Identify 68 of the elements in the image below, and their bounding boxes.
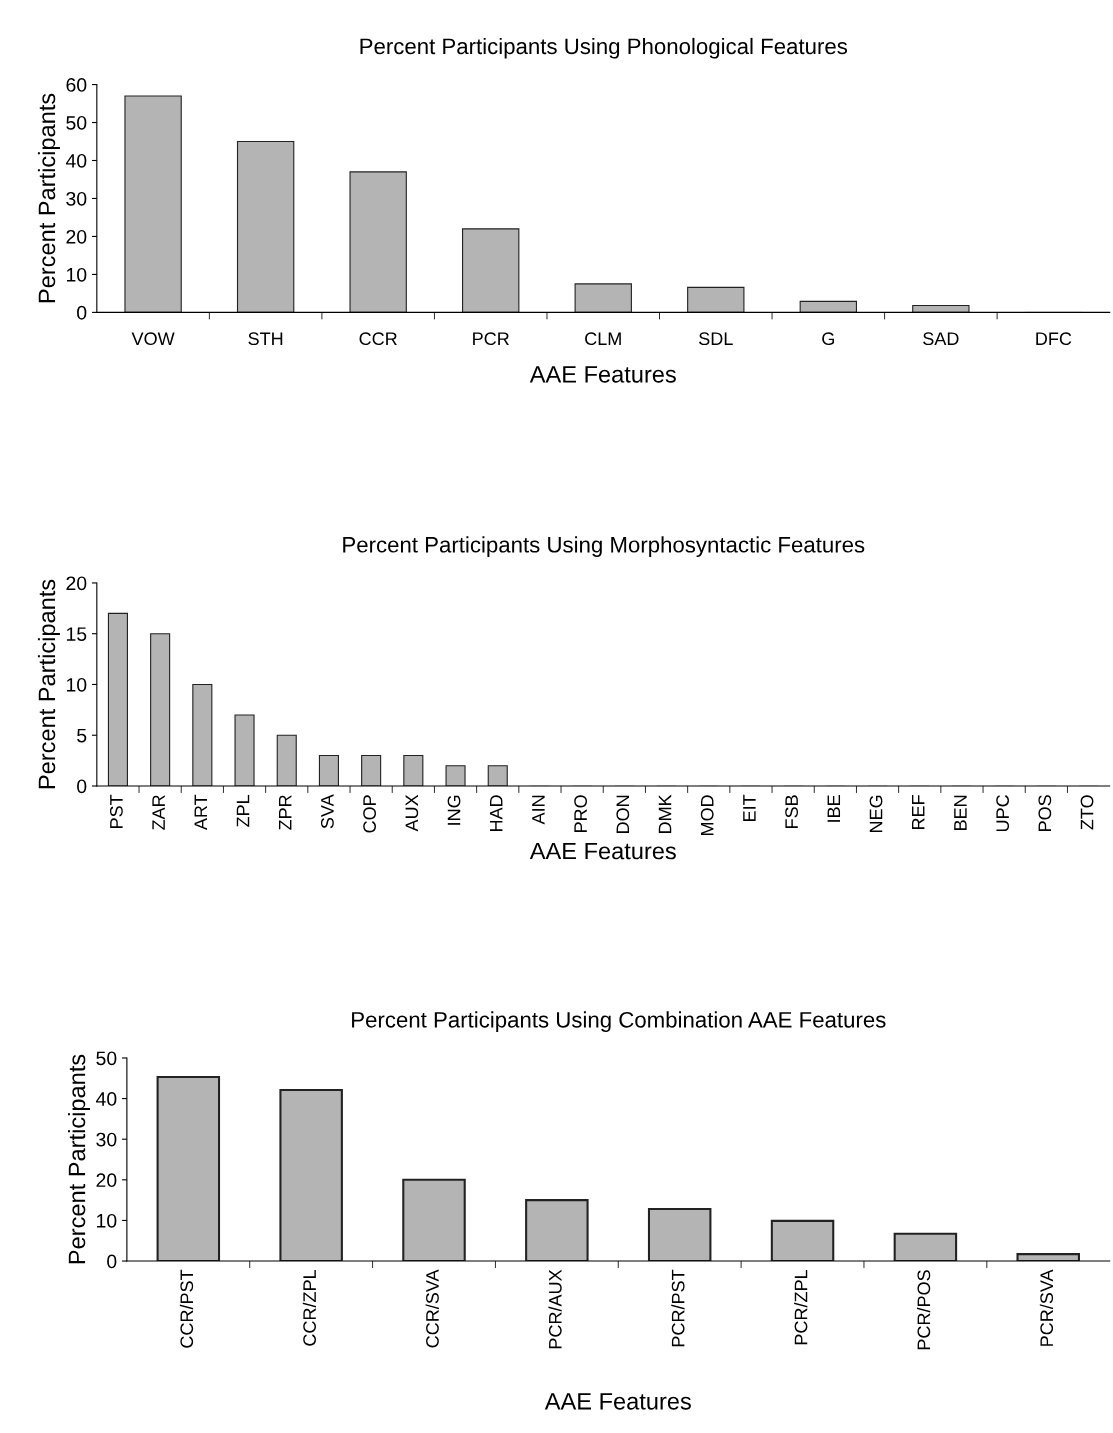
y-tick-label: 40 <box>95 1092 117 1106</box>
x-axis-title: AAE Features <box>544 1393 691 1410</box>
y-tick-label: 0 <box>107 1254 117 1269</box>
x-tick-label: ART <box>194 794 207 831</box>
x-axis-title: AAE Features <box>529 366 676 383</box>
x-tick-label: NEG <box>869 795 883 832</box>
x-tick-label: MOD <box>700 795 714 835</box>
x-tick-label: ZAR <box>152 795 165 830</box>
x-tick-label: PCR/PST <box>671 1269 685 1347</box>
x-tick-label: HAD <box>489 795 503 831</box>
x-tick-label: DMK <box>658 794 672 833</box>
x-tick-label: PCR/SVA <box>1039 1269 1054 1346</box>
x-tick-label: STH <box>248 332 283 346</box>
y-tick-label: 50 <box>66 115 87 130</box>
x-tick-label: DFC <box>1036 332 1072 346</box>
y-tick-label: 40 <box>65 153 87 168</box>
y-tick-label: 5 <box>77 728 87 743</box>
x-tick-label: IBE <box>827 795 841 822</box>
x-tick-label: UPC <box>996 795 1009 832</box>
x-tick-label: PCR/ZPL <box>794 1269 808 1345</box>
y-tick-label: 10 <box>97 1213 117 1228</box>
y-tick-label: 50 <box>96 1051 117 1066</box>
x-tick-label: AUX <box>405 794 419 832</box>
chart-title: Percent Participants Using Phonological Features <box>360 37 848 59</box>
x-tick-label: POS <box>1038 795 1052 831</box>
x-tick-label: EIT <box>743 794 756 821</box>
y-tick-label: 10 <box>66 267 87 282</box>
x-tick-label: SAD <box>923 332 959 346</box>
x-tick-label: CCR/ZPL <box>302 1269 316 1346</box>
chart-title: Percent Participants Using Combination AAE Features <box>352 1011 886 1033</box>
y-axis-title: Percent Participants <box>37 93 60 303</box>
x-tick-label: CLM <box>585 332 621 346</box>
x-tick-label: PST <box>109 794 123 828</box>
x-tick-label: DON <box>616 795 630 833</box>
chart-title: Percent Participants Using Morphosyntactic Features <box>343 536 865 557</box>
y-tick-label: 0 <box>77 779 87 794</box>
x-tick-label: PCR/AUX <box>548 1269 562 1349</box>
x-tick-label: PCR <box>473 332 509 346</box>
y-tick-label: 20 <box>66 229 87 244</box>
x-tick-label: VOW <box>131 332 175 346</box>
x-tick-label: CCR/PST <box>179 1269 194 1348</box>
x-tick-label: SDL <box>699 332 733 346</box>
x-tick-label: PRO <box>574 795 587 832</box>
x-tick-label: ING <box>447 795 461 825</box>
x-tick-label: REF <box>912 795 925 829</box>
y-tick-label: 20 <box>96 1173 117 1188</box>
x-tick-label: BEN <box>954 795 967 830</box>
x-axis-title: AAE Features <box>529 842 676 860</box>
x-tick-label: SVA <box>321 794 334 829</box>
x-tick-label: COP <box>363 795 376 833</box>
y-tick-label: 15 <box>66 627 87 641</box>
x-tick-label: ZTO <box>1080 795 1094 830</box>
x-tick-label: AIN <box>532 795 545 825</box>
x-tick-label: CCR <box>359 332 397 346</box>
y-tick-label: 0 <box>77 305 87 320</box>
y-tick-label: 30 <box>96 1132 117 1147</box>
x-tick-label: G <box>822 332 834 346</box>
x-tick-label: PCR/POS <box>916 1270 931 1350</box>
x-tick-label: FSB <box>785 795 798 828</box>
x-tick-label: CCR/SVA <box>425 1269 439 1348</box>
y-tick-label: 30 <box>66 191 87 206</box>
y-tick-label: 20 <box>66 576 87 591</box>
x-tick-label: ZPL <box>236 794 250 827</box>
y-axis-title: Percent Participants <box>67 1054 90 1264</box>
y-axis-title: Percent Participants <box>37 579 60 789</box>
x-tick-label: ZPR <box>278 795 292 830</box>
y-tick-label: 10 <box>66 677 87 692</box>
y-tick-label: 60 <box>66 78 87 92</box>
